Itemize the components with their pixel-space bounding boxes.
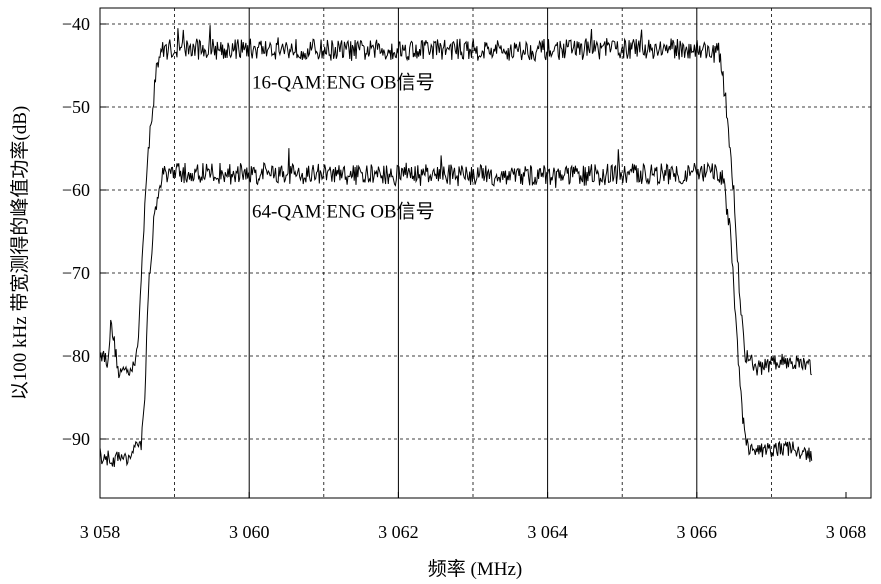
series-label-64qam: 64-QAM ENG OB信号 [252,200,435,222]
y-axis-title: 以100 kHz 带宽测得的峰值功率(dB) [9,106,31,400]
grid-layer [100,8,871,498]
x-tick-label: 3 060 [229,522,270,542]
x-axis-title: 频率 (MHz) [428,558,522,580]
y-tick-label: −50 [62,97,90,117]
series-line-1 [99,148,813,468]
y-tick-label: −40 [62,14,90,34]
x-tick-label: 3 058 [80,522,121,542]
y-tick-label: −70 [62,263,90,283]
x-tick-label: 3 062 [378,522,419,542]
plot-background [100,8,871,498]
x-tick-label: 3 066 [677,522,718,542]
y-tick-label: −80 [62,346,90,366]
series-layer [99,25,813,468]
label-layer: 16-QAM ENG OB信号 64-QAM ENG OB信号 [252,72,435,223]
tick-layer: −40 −50 −60 −70 −80 −90 3 058 3 060 3 062 3 064 3 … [62,14,866,542]
series-line-0 [99,25,812,379]
y-tick-label: −60 [62,180,90,200]
x-tick-label: 3 068 [826,522,867,542]
x-tick-label: 3 064 [527,522,568,542]
plot-frame [99,7,872,499]
y-tick-label: −90 [62,429,90,449]
series-label-16qam: 16-QAM ENG OB信号 [252,72,435,94]
